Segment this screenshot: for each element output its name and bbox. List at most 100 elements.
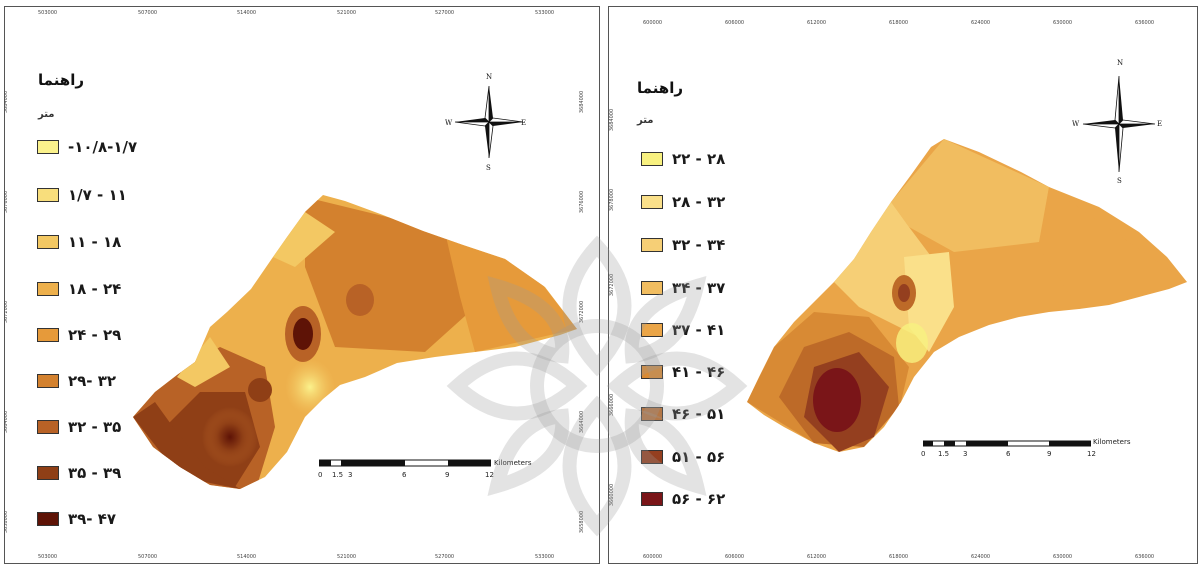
y-tick: 3676000 xyxy=(4,190,10,214)
legend-label: ۳۹- ۴۷ xyxy=(68,510,117,528)
scale-unit: Kilometers xyxy=(1093,438,1131,446)
y-tick: 3684000 xyxy=(4,90,10,114)
compass-s: S xyxy=(486,164,491,172)
y-tick-right: 3684000 xyxy=(579,90,586,114)
legend-item: ۵۱ - ۵۶ xyxy=(641,447,725,467)
north-arrow-icon xyxy=(454,85,524,159)
y-tick-right: 3672000 xyxy=(579,300,586,324)
legend-item: ۳۷ - ۴۱ xyxy=(641,320,725,340)
x-tick-bottom: 630000 xyxy=(1053,554,1073,560)
legend-swatch xyxy=(641,195,663,209)
north-arrow-icon xyxy=(1082,75,1156,173)
legend-item: ۳۵ - ۳۹ xyxy=(37,463,121,483)
scale-unit: Kilometers xyxy=(494,459,532,467)
y-tick: 3664000 xyxy=(4,410,10,434)
x-tick-bottom: 533000 xyxy=(535,554,555,560)
legend-item: ۲۴ - ۲۹ xyxy=(37,325,121,345)
legend-swatch xyxy=(37,235,59,249)
legend-swatch xyxy=(37,420,59,434)
legend-item: ۴۱ - ۴۶ xyxy=(641,362,725,382)
legend-item: -۱۰/۸-۱/۷ xyxy=(37,137,137,157)
legend-item: ۱۱ - ۱۸ xyxy=(37,232,121,252)
compass-e: E xyxy=(1157,120,1163,128)
map-panel-right: 600000 606000 612000 618000 624000 63000… xyxy=(608,6,1198,564)
y-tick: 3678000 xyxy=(609,188,616,212)
legend-swatch xyxy=(641,323,663,337)
legend-label: ۱۱ - ۱۸ xyxy=(68,233,122,251)
scale-label: 0 xyxy=(921,450,926,458)
legend-label: ۵۶ - ۶۲ xyxy=(672,490,726,508)
legend-label: ۳۵ - ۳۹ xyxy=(68,464,122,482)
legend-item: ۱/۷ - ۱۱ xyxy=(37,185,127,205)
compass-w: W xyxy=(445,119,453,127)
scale-label: 3 xyxy=(963,450,968,458)
x-tick-bottom: 606000 xyxy=(725,554,745,560)
y-tick: 3684000 xyxy=(609,108,616,132)
scale-label: 1.5 xyxy=(938,450,950,458)
y-tick: 3666000 xyxy=(609,393,616,417)
x-tick: 618000 xyxy=(889,20,909,26)
legend-item: ۳۹- ۴۷ xyxy=(37,509,116,529)
compass-n: N xyxy=(1117,59,1124,67)
scale-bar xyxy=(923,440,1091,447)
x-tick: 514000 xyxy=(237,10,257,16)
compass-s: S xyxy=(1117,177,1122,185)
legend-label: ۲۲ - ۲۸ xyxy=(672,150,726,168)
scale-label: 1.5 xyxy=(332,471,344,479)
legend-swatch xyxy=(37,282,59,296)
legend-label: -۱۰/۸-۱/۷ xyxy=(68,138,138,156)
y-tick: 3672000 xyxy=(609,273,616,297)
legend-item: ۲۲ - ۲۸ xyxy=(641,149,725,169)
x-tick-bottom: 618000 xyxy=(889,554,909,560)
x-tick-bottom: 507000 xyxy=(138,554,158,560)
scale-label: 3 xyxy=(348,471,353,479)
compass-w: W xyxy=(1072,120,1080,128)
y-tick-right: 3664000 xyxy=(579,410,586,434)
legend-unit: متر xyxy=(38,109,55,120)
scale-label: 6 xyxy=(402,471,407,479)
x-tick-bottom: 521000 xyxy=(337,554,357,560)
legend-label: ۵۱ - ۵۶ xyxy=(672,448,726,466)
scale-label: 12 xyxy=(1087,450,1096,458)
y-tick: 3658000 xyxy=(4,510,10,534)
legend-swatch xyxy=(641,492,663,506)
x-tick: 606000 xyxy=(725,20,745,26)
legend-swatch xyxy=(641,450,663,464)
legend-item: ۳۲ - ۳۵ xyxy=(37,417,121,437)
scale-label: 0 xyxy=(318,471,323,479)
x-tick: 521000 xyxy=(337,10,357,16)
legend-label: ۱۸ - ۲۴ xyxy=(68,280,122,298)
legend-swatch xyxy=(641,152,663,166)
y-tick: 3660000 xyxy=(609,483,616,507)
x-tick: 600000 xyxy=(643,20,663,26)
legend-unit: متر xyxy=(637,115,654,126)
scale-bar xyxy=(319,459,491,467)
compass-e: E xyxy=(521,119,527,127)
y-tick-right: 3658000 xyxy=(579,510,586,534)
elevation-map-left xyxy=(133,195,577,489)
legend-item: ۵۶ - ۶۲ xyxy=(641,489,725,509)
legend-item: ۴۶ - ۵۱ xyxy=(641,404,725,424)
legend-label: ۴۱ - ۴۶ xyxy=(672,363,726,381)
legend-swatch xyxy=(37,188,59,202)
legend-item: ۱۸ - ۲۴ xyxy=(37,279,121,299)
x-tick: 533000 xyxy=(535,10,555,16)
legend-swatch xyxy=(37,374,59,388)
x-tick-bottom: 624000 xyxy=(971,554,991,560)
legend-title: راهنما xyxy=(38,71,84,89)
legend-label: ۳۲ - ۳۵ xyxy=(68,418,122,436)
x-tick: 507000 xyxy=(138,10,158,16)
legend-title: راهنما xyxy=(637,79,683,97)
x-tick-bottom: 527000 xyxy=(435,554,455,560)
legend-swatch xyxy=(37,328,59,342)
scale-label: 12 xyxy=(485,471,494,479)
scale-label: 9 xyxy=(1047,450,1052,458)
legend-swatch xyxy=(37,466,59,480)
legend-item: ۳۴ - ۳۷ xyxy=(641,278,725,298)
x-tick-bottom: 514000 xyxy=(237,554,257,560)
x-tick-bottom: 612000 xyxy=(807,554,827,560)
scale-label: 9 xyxy=(445,471,450,479)
legend-label: ۳۲ - ۳۴ xyxy=(672,236,726,254)
x-tick: 527000 xyxy=(435,10,455,16)
x-tick: 630000 xyxy=(1053,20,1073,26)
